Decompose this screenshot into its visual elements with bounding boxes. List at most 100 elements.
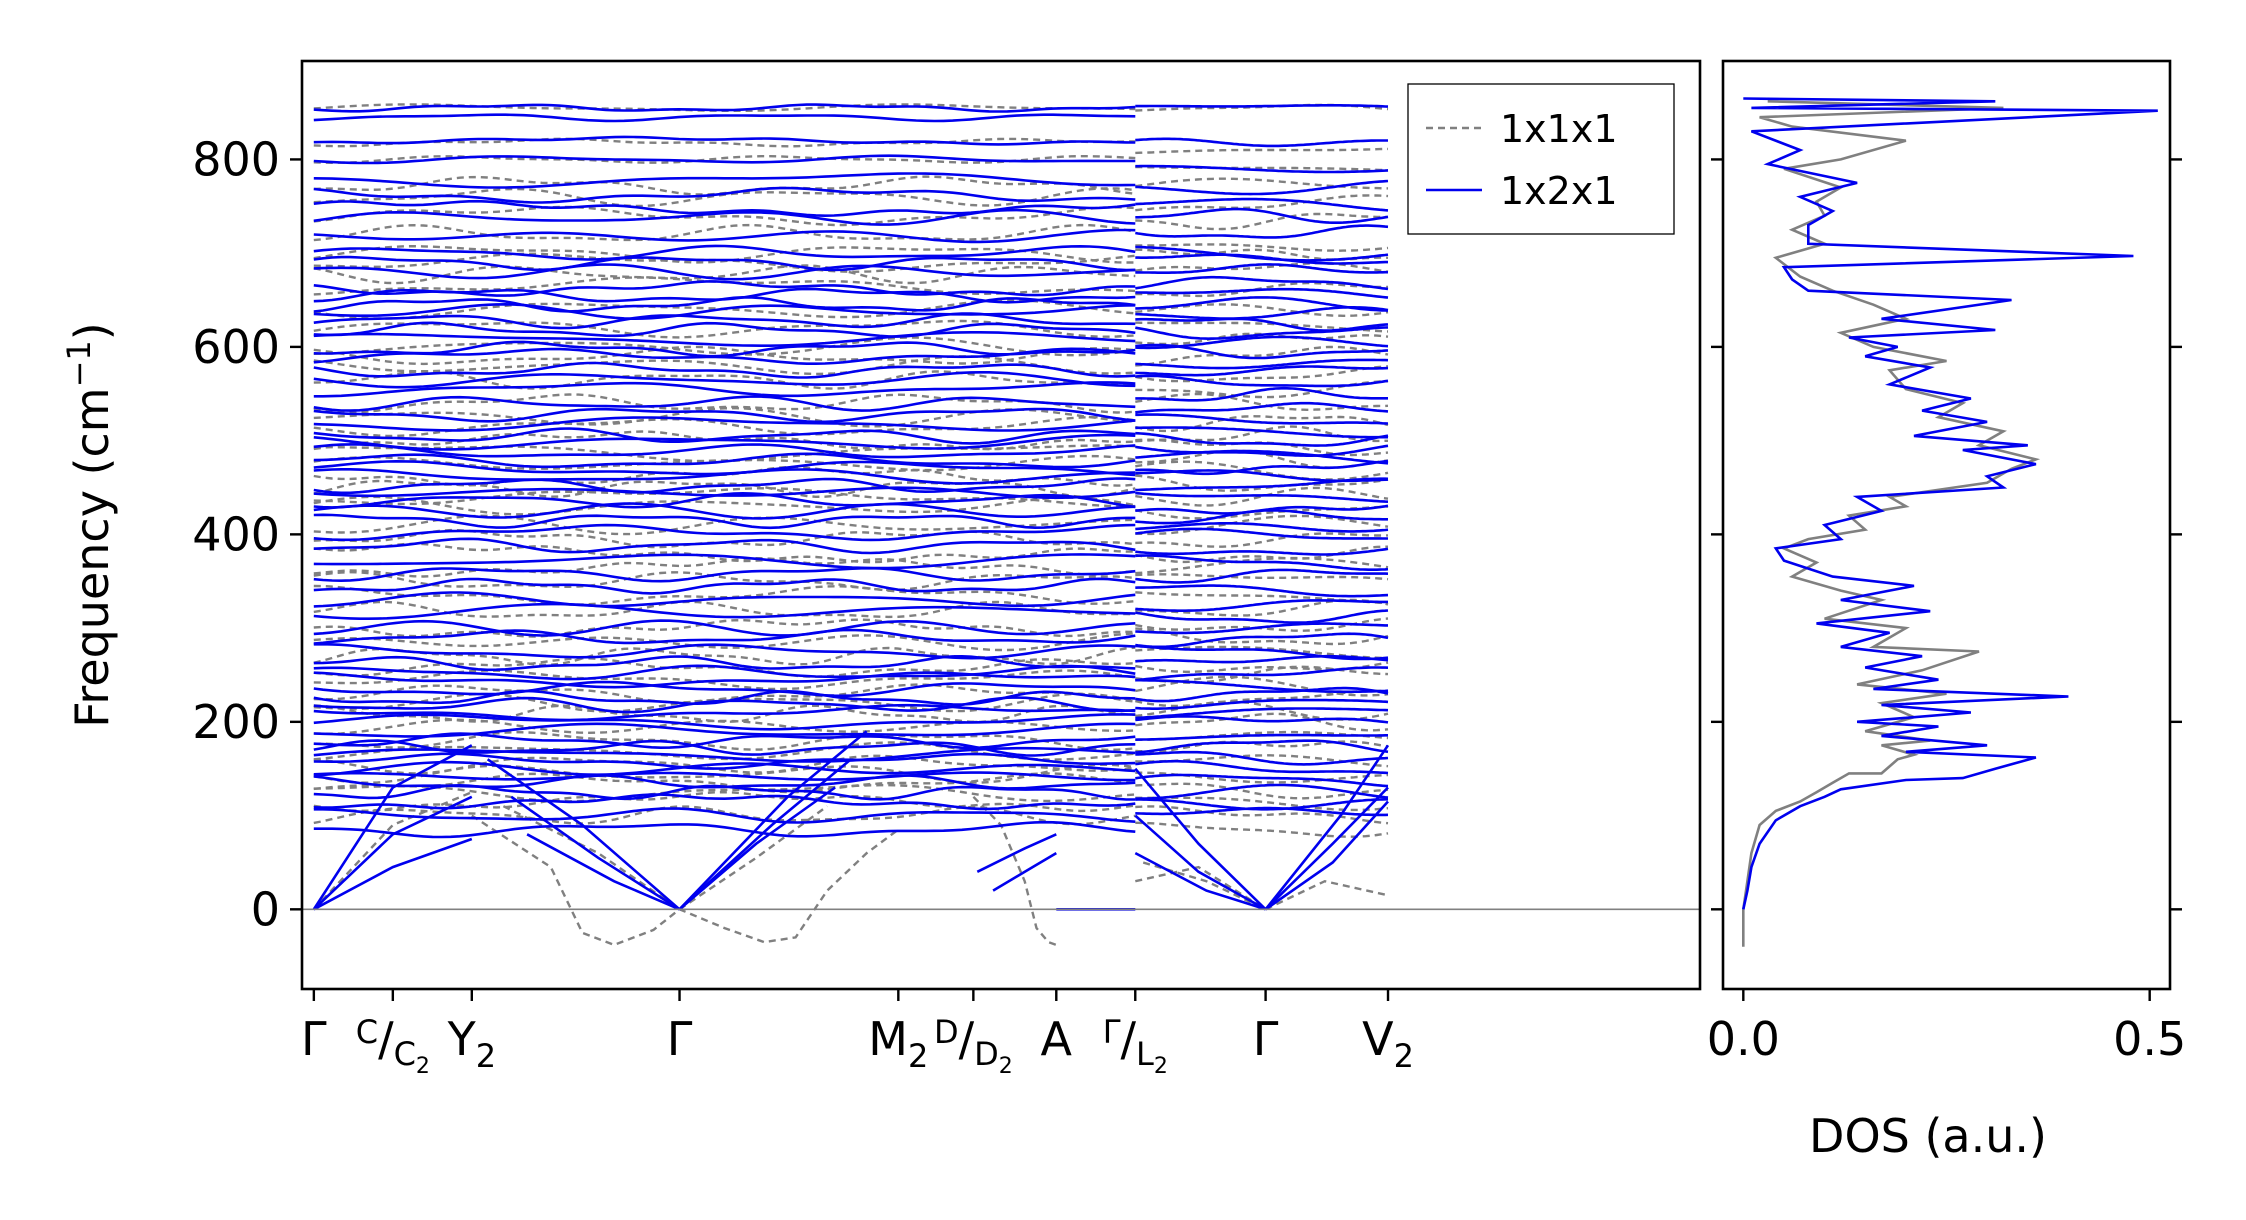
band-1x2x1-seg1-60 (313, 752, 1136, 770)
acoustic-branch-1x2x1-8 (678, 730, 868, 911)
band-1x1x1-seg2-3 (1135, 177, 1389, 190)
dos-xtick-label: 0.0 (1707, 1012, 1780, 1066)
band-1x2x1-seg1-28 (313, 433, 1136, 451)
band-1x1x1-seg1-36 (313, 646, 1136, 667)
ytick-label: 200 (192, 695, 280, 749)
kpoint-label: Γ (667, 1012, 693, 1066)
band-1x2x1-seg1-5 (313, 186, 1136, 204)
band-1x2x1-seg2-39 (1135, 584, 1389, 598)
kpoint-label: C/C2 (356, 1012, 430, 1079)
band-1x2x1-seg1-8 (313, 228, 1136, 244)
band-1x2x1-seg1-42 (313, 577, 1136, 595)
band-1x1x1-seg2-27 (1135, 545, 1388, 564)
band-1x2x1-seg1-66 (313, 807, 1136, 824)
acoustic-branch-1x2x1-15 (1264, 786, 1389, 911)
band-1x2x1-seg2-34 (1135, 521, 1389, 533)
kpath-axis: Γ C/C2 Y2 Γ M2D/D2 A Γ/L2 Γ V2 (301, 989, 1414, 1079)
frequency-axis: 0 200 400 600 800 (192, 132, 302, 936)
band-1x1x1-seg1-8 (313, 252, 1136, 274)
band-1x2x1-seg2-11 (1135, 287, 1389, 299)
acoustic-branch-1x2x1-2 (313, 837, 473, 911)
band-1x1x1-seg1-17 (313, 393, 1136, 414)
band-1x2x1-seg2-59 (1135, 806, 1389, 817)
band-1x2x1-seg2-20 (1135, 374, 1389, 388)
acoustic-branch-1x2x1-17 (1264, 744, 1390, 911)
band-1x1x1-seg2-48 (1135, 821, 1389, 838)
band-1x2x1-seg1-49 (313, 664, 1136, 681)
band-1x2x1-seg1-9 (313, 244, 1136, 261)
band-1x2x1-seg2-48 (1135, 686, 1389, 703)
acoustic-branch-1x2x1-3 (486, 758, 681, 911)
band-1x1x1-seg2-20 (1135, 449, 1389, 469)
band-1x2x1-seg1-26 (313, 416, 1136, 432)
band-1x1x1-seg2-42 (1135, 740, 1389, 753)
band-1x2x1-seg1-24 (313, 395, 1136, 412)
band-1x2x1-seg2-1 (1135, 137, 1388, 148)
ytick-label: 800 (192, 132, 280, 186)
band-1x1x1-seg1-14 (313, 345, 1136, 366)
acoustic-branch-1x2x1-12 (1134, 767, 1267, 911)
acoustic-branch-1x2x1-0 (312, 744, 473, 911)
band-1x2x1-seg2-2 (1135, 164, 1389, 174)
acoustic-branch-1x2x1-10 (992, 851, 1057, 892)
band-1x2x1-seg1-17 (313, 321, 1136, 338)
kpoint-label: M2 (868, 1012, 928, 1075)
acoustic-branch-1x2x1-7 (678, 758, 852, 911)
band-1x1x1-seg2-22 (1135, 474, 1389, 492)
band-1x1x1-seg2-6 (1135, 243, 1389, 252)
band-1x1x1-seg1-40 (313, 692, 1136, 713)
band-1x2x1-seg2-55 (1135, 759, 1389, 775)
band-1x1x1-seg2-17 (1135, 414, 1389, 433)
band-1x1x1-seg1-49 (313, 790, 1136, 813)
band-1x1x1-seg2-8 (1135, 262, 1389, 273)
band-1x1x1-seg2-28 (1135, 556, 1389, 575)
band-1x1x1-seg2-47 (1135, 805, 1389, 825)
band-1x2x1-seg1-64 (313, 783, 1136, 801)
band-1x2x1-seg1-44 (313, 602, 1136, 621)
band-1x1x1-seg1-47 (313, 772, 1136, 794)
band-1x1x1-seg2-46 (1135, 796, 1389, 812)
band-1x2x1-seg1-33 (313, 477, 1136, 495)
band-1x1x1-seg1-34 (313, 618, 1136, 638)
acoustic-branch-1x2x1-5 (526, 833, 681, 911)
band-1x1x1-seg2-21 (1135, 460, 1389, 481)
band-1x2x1-seg2-19 (1135, 365, 1389, 377)
band-1x2x1-seg2-33 (1135, 509, 1388, 525)
band-1x2x1-seg2-49 (1135, 698, 1389, 711)
band-1x2x1-seg2-6 (1135, 224, 1389, 239)
band-1x2x1-seg2-56 (1135, 773, 1389, 788)
band-1x1x1-seg2-26 (1135, 532, 1389, 548)
band-1x2x1-seg2-50 (1135, 707, 1389, 720)
band-1x2x1-seg1-0 (313, 103, 1136, 113)
band-1x1x1-seg2-1 (1135, 147, 1388, 155)
band-1x2x1-seg2-42 (1135, 622, 1388, 635)
kpoint-label: Y2 (447, 1012, 496, 1075)
acoustic-branch-1x1x1-1 (502, 805, 681, 911)
band-1x2x1-seg2-4 (1135, 197, 1389, 212)
band-1x1x1-seg1-30 (313, 556, 1136, 578)
band-1x1x1-seg2-4 (1135, 194, 1389, 212)
acoustic-branch-1x1x1-0 (312, 791, 473, 911)
band-1x2x1-seg2-40 (1135, 599, 1388, 613)
band-1x2x1-seg2-57 (1135, 783, 1389, 801)
imaginary-branch-1x1x1-1 (471, 814, 900, 947)
band-1x1x1-seg2-23 (1135, 486, 1389, 507)
acoustic-branch-1x2x1-9 (976, 833, 1057, 873)
legend-label-1x2x1: 1x2x1 (1500, 169, 1618, 213)
band-1x2x1-seg1-25 (313, 407, 1136, 424)
band-1x2x1-seg2-53 (1135, 739, 1389, 754)
band-1x1x1-seg1-9 (313, 264, 1136, 285)
band-1x2x1-seg2-23 (1135, 413, 1389, 425)
dos-curve-1x2x1 (1742, 97, 2158, 910)
band-1x2x1-seg2-37 (1135, 554, 1389, 572)
band-1x2x1-seg1-67 (313, 820, 1136, 839)
kpoint-label: Γ (1253, 1012, 1279, 1066)
ytick-label: 600 (192, 320, 280, 374)
band-1x1x1-seg2-13 (1135, 345, 1389, 367)
band-1x2x1-seg1-21 (313, 361, 1136, 379)
band-1x2x1-seg2-51 (1135, 715, 1389, 724)
band-1x2x1-seg1-51 (313, 680, 1136, 698)
acoustic-branch-1x1x1-3 (1135, 865, 1267, 911)
acoustic-branch-1x2x1-4 (510, 795, 681, 911)
